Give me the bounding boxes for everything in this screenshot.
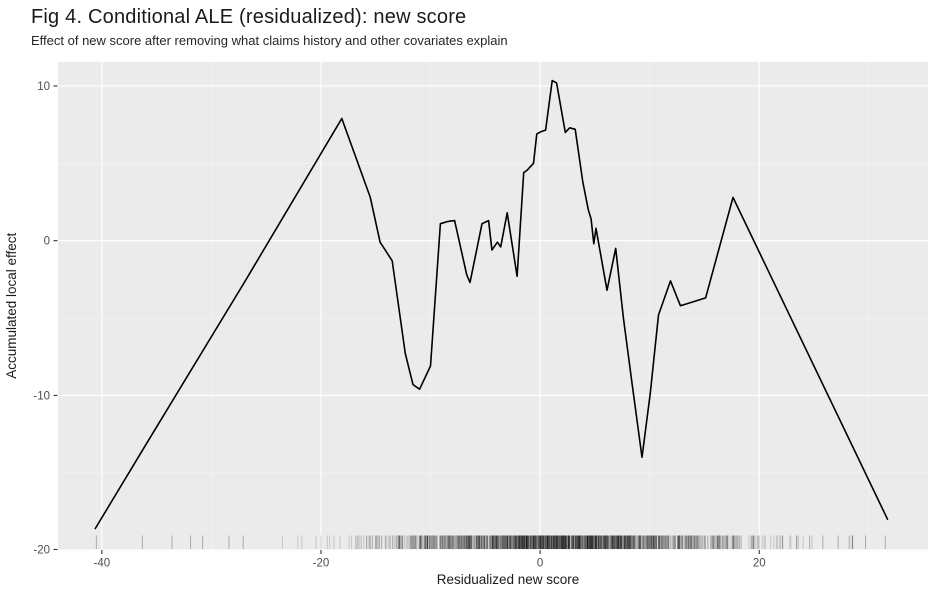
grid-minor	[58, 62, 928, 550]
x-axis-title: Residualized new score	[437, 572, 580, 587]
x-tick-label: 20	[753, 558, 766, 570]
axis-tick-labels: -40 -20 0 20 10 0 -10 -20	[33, 81, 765, 570]
axis-ticks	[53, 85, 760, 554]
y-tick-label: -10	[33, 390, 50, 402]
chart-title: Fig 4. Conditional ALE (residualized): n…	[31, 6, 467, 28]
grid-major	[58, 62, 928, 550]
chart-subtitle: Effect of new score after removing what …	[31, 33, 508, 48]
x-tick-label: -20	[313, 558, 330, 570]
y-axis-title: Accumulated local effect	[4, 232, 19, 378]
x-tick-label: -40	[94, 558, 111, 570]
y-tick-label: 0	[44, 236, 50, 248]
x-tick-label: 0	[537, 558, 543, 570]
y-tick-label: -20	[33, 545, 50, 557]
plot-panel	[58, 62, 928, 550]
y-tick-label: 10	[37, 81, 50, 93]
ale-line	[94, 79, 889, 530]
rug-marks	[95, 535, 886, 549]
